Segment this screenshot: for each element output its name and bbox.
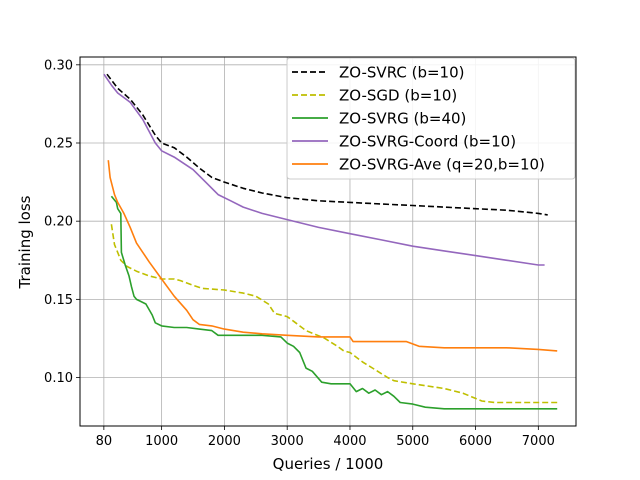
legend: ZO-SVRC (b=10) ZO-SGD (b=10) ZO-SVRG (b=40…: [286, 57, 576, 180]
x-tick-label: 7000: [522, 434, 555, 449]
series-lines: [103, 73, 558, 410]
y-axis-label: Training loss: [16, 195, 34, 289]
legend-label-zo-svrg-b-40: ZO-SVRG (b=40): [339, 110, 466, 128]
legend-box: [286, 57, 576, 180]
series-line-zo-svrc-b-10: [106, 73, 548, 216]
x-axis-label: Queries / 1000: [273, 455, 384, 473]
y-tick-label: 0.20: [44, 215, 73, 230]
y-tick-label: 0.25: [44, 136, 73, 151]
y-tick-label: 0.10: [44, 371, 73, 386]
legend-label-zo-svrg-ave-q-20-b-10: ZO-SVRG-Ave (q=20,b=10): [339, 156, 545, 174]
legend-label-zo-svrg-coord-b-10: ZO-SVRG-Coord (b=10): [339, 133, 516, 151]
x-tick-label: 6000: [459, 434, 492, 449]
series-line-zo-svrg-ave-q-20-b-10: [107, 160, 558, 352]
x-tick-label: 3000: [271, 434, 304, 449]
series-line-zo-sgd-b-10: [110, 224, 558, 404]
y-tick-label: 0.15: [44, 293, 73, 308]
legend-label-zo-svrc-b-10: ZO-SVRC (b=10): [339, 64, 465, 82]
axis-ticks: 80 1000 2000 3000 4000 5000 6000 7000 0.10 0.15 0.…: [44, 58, 555, 449]
x-tick-label: 4000: [333, 434, 366, 449]
plot-frame: [79, 56, 577, 427]
y-tick-label: 0.30: [44, 58, 73, 73]
series-line-zo-svrg-b-40: [110, 195, 558, 410]
x-tick-label: 2000: [208, 434, 241, 449]
legend-label-zo-sgd-b-10: ZO-SGD (b=10): [339, 87, 457, 105]
series-line-zo-svrg-coord-b-10: [103, 73, 545, 266]
x-tick-label: 5000: [396, 434, 429, 449]
x-tick-label: 80: [96, 434, 113, 449]
x-tick-label: 1000: [145, 434, 178, 449]
